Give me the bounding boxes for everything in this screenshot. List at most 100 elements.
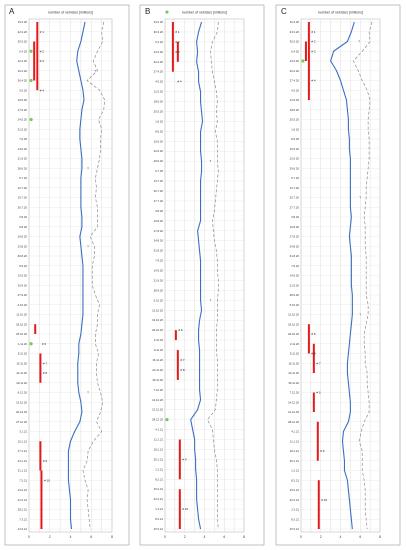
date-tick-label: 30.11.20: [288, 381, 299, 385]
date-tick-label: 8.11.20: [18, 352, 28, 356]
marker-dot: [301, 59, 305, 63]
date-tick-label: 20.12.20: [16, 410, 27, 414]
event-bar: [307, 22, 310, 100]
event-bar: [176, 41, 179, 62]
date-tick-label: 29.11.20: [16, 381, 27, 385]
date-tick-label: 24.8.20: [290, 244, 300, 248]
date-tick-label: 11.10.20: [16, 313, 27, 317]
date-tick-label: 11.1.21: [290, 439, 300, 443]
date-tick-label: 22.2.21: [154, 497, 164, 501]
date-tick-label: 25.1.21: [154, 457, 164, 461]
date-tick-label: 21.12.20: [152, 408, 163, 412]
x-axis-title: number of vehicles [millions]: [48, 11, 93, 15]
date-tick-label: 15.11.20: [16, 361, 27, 365]
date-tick-label: 29.3.20: [18, 40, 28, 44]
date-tick-label: 21.9.20: [154, 278, 164, 282]
event-label: # 7: [43, 361, 48, 365]
date-tick-label: 7.9.20: [291, 264, 299, 268]
event-label: # 9: [320, 449, 325, 453]
date-tick-label: 15.6.20: [154, 139, 164, 143]
date-tick-label: 22.6.20: [290, 157, 300, 161]
date-tick-label: 4.5.20: [155, 80, 163, 84]
date-tick-label: 7.3.21: [19, 517, 27, 521]
date-tick-label: 8.6.20: [291, 137, 299, 141]
date-tick-label: 1.6.20: [155, 119, 163, 123]
marker-dot: [29, 78, 33, 83]
date-tick-label: 27.9.20: [18, 293, 28, 297]
date-tick-label: 28.2.21: [18, 508, 28, 512]
date-tick-label: 23.11.20: [288, 371, 299, 375]
trend-mark: T: [359, 196, 361, 200]
date-tick-label: 18.1.21: [290, 449, 300, 453]
event-label: # 1: [175, 30, 180, 34]
event-label: # 8: [180, 368, 185, 372]
event-label: # 10: [182, 507, 188, 511]
series-line-dashed: [207, 21, 219, 530]
date-tick-label: 16.8.20: [18, 235, 28, 239]
date-tick-label: 12.4.20: [18, 59, 28, 63]
date-tick-label: 7.12.20: [154, 388, 164, 392]
event-bar: [317, 480, 320, 529]
trend-mark: T: [87, 244, 89, 248]
trend-mark: T: [87, 166, 89, 170]
date-tick-label: 22.2.21: [290, 498, 300, 502]
date-tick-label: 19.4.20: [18, 69, 28, 73]
date-tick-label: 8.2.21: [291, 478, 299, 482]
event-bar: [312, 392, 315, 412]
panel-frame: [275, 4, 401, 546]
date-tick-label: 5.7.20: [19, 176, 27, 180]
date-tick-label: 31.8.20: [290, 254, 300, 258]
date-tick-label: 10.8.20: [154, 219, 164, 223]
date-tick-label: 3.5.20: [19, 88, 27, 92]
date-tick-label: 23.11.20: [152, 368, 163, 372]
date-tick-label: 27.4.20: [154, 70, 164, 74]
date-tick-label: 15.3.21: [154, 527, 164, 531]
date-tick-label: 23.3.20: [290, 30, 300, 34]
date-tick-label: 25.5.20: [290, 118, 300, 122]
date-tick-label: 17.5.20: [18, 108, 28, 112]
date-tick-label: 5.10.20: [154, 298, 164, 302]
marker-dot: [29, 49, 33, 53]
event-label: # 3: [175, 50, 180, 54]
date-tick-label: 15.3.21: [290, 527, 300, 531]
date-tick-label: 25.5.20: [154, 109, 164, 113]
date-tick-label: 14.3.21: [18, 527, 28, 531]
event-bar: [39, 353, 42, 383]
event-bar: [39, 441, 42, 471]
date-tick-label: 6.4.20: [155, 40, 163, 44]
event-bar: [307, 324, 310, 354]
date-tick-label: 24.1.21: [18, 459, 28, 463]
date-tick-label: 3.1.21: [19, 430, 27, 434]
event-label: # 6: [42, 342, 47, 346]
date-tick-label: 27.7.20: [290, 205, 300, 209]
event-bar: [36, 22, 39, 91]
date-tick-label: 6.9.20: [19, 264, 27, 268]
date-tick-label: 14.12.20: [288, 400, 299, 404]
x-tick-label: 4: [70, 535, 72, 539]
date-tick-label: 10.1.21: [18, 439, 28, 443]
date-tick-label: 3.8.20: [155, 209, 163, 213]
date-tick-label: 16.11.20: [288, 361, 299, 365]
date-tick-label: 22.11.20: [16, 371, 27, 375]
event-bar: [178, 439, 181, 480]
event-label: # 4: [40, 88, 45, 92]
date-tick-label: 25.10.20: [16, 332, 27, 336]
x-tick-label: 8: [111, 535, 113, 539]
event-bar: [40, 470, 43, 529]
date-tick-label: 10.8.20: [290, 225, 300, 229]
date-tick-label: 13.4.20: [154, 50, 164, 54]
date-tick-label: 19.10.20: [152, 318, 163, 322]
event-label: # 10: [44, 478, 50, 482]
date-tick-label: 4.1.21: [291, 430, 299, 434]
date-tick-label: 15.2.21: [154, 487, 164, 491]
trend-mark: T: [359, 313, 361, 317]
event-bar: [33, 41, 36, 81]
date-tick-label: 24.8.20: [154, 239, 164, 243]
event-label: # 1: [40, 30, 45, 34]
date-tick-label: 30.3.20: [154, 30, 164, 34]
date-tick-label: 30.11.20: [152, 378, 163, 382]
date-tick-label: 21.9.20: [290, 283, 300, 287]
date-tick-label: 26.10.20: [152, 328, 163, 332]
x-tick-label: 8: [379, 535, 381, 539]
